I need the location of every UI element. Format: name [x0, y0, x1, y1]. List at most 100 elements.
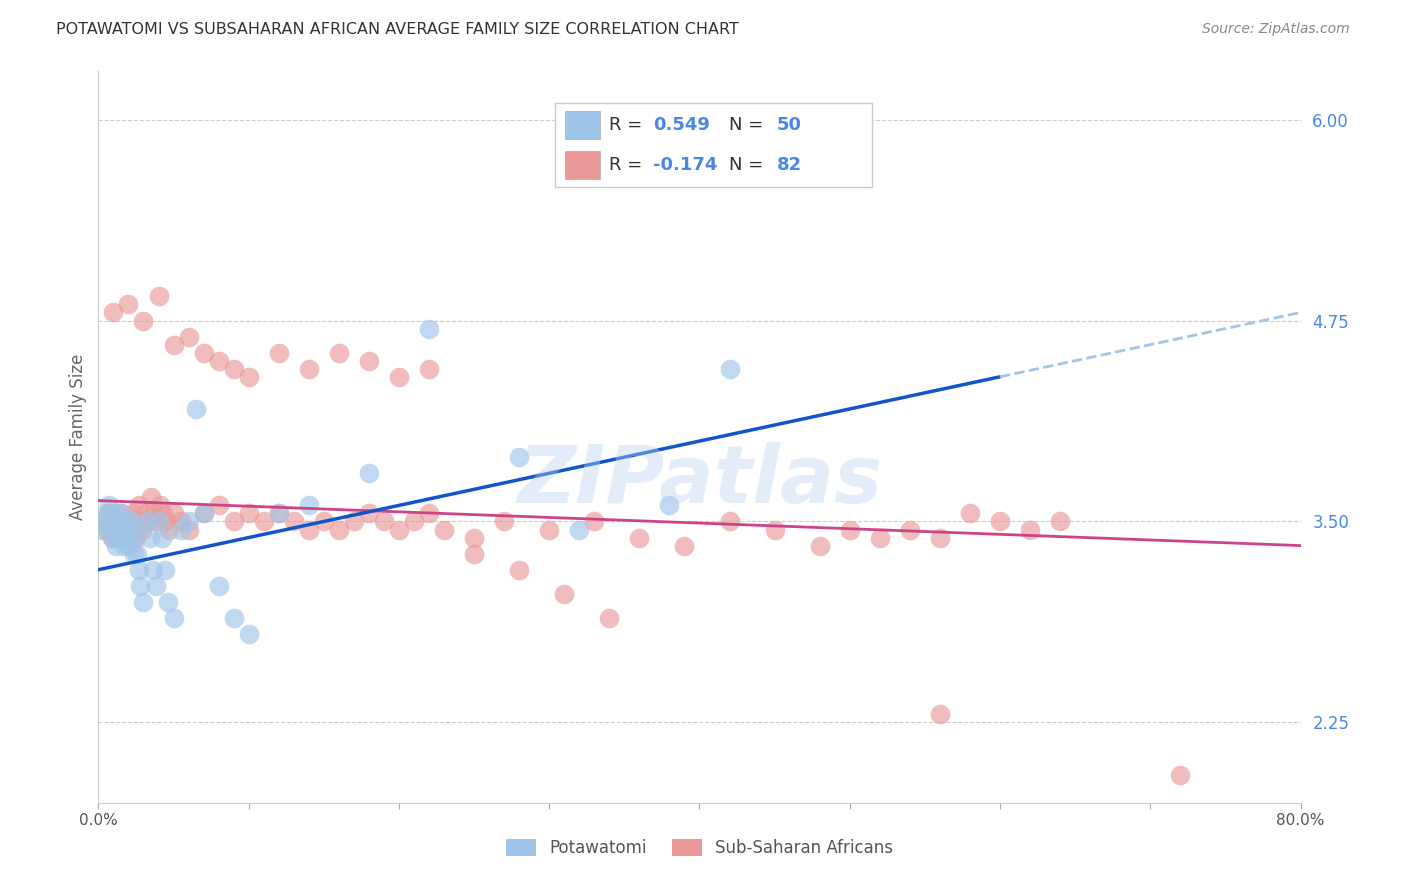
Point — [118, 523, 141, 537]
Point — [238, 627, 260, 641]
Point — [97, 507, 120, 521]
Point — [135, 515, 157, 529]
Point — [155, 515, 177, 529]
Point — [658, 499, 681, 513]
Point — [418, 321, 440, 335]
Point — [110, 507, 132, 521]
Text: Source: ZipAtlas.com: Source: ZipAtlas.com — [1202, 22, 1350, 37]
Point — [673, 539, 696, 553]
Point — [988, 515, 1011, 529]
Point — [90, 523, 112, 537]
Point — [357, 353, 380, 368]
Text: N =: N = — [730, 116, 769, 134]
Point — [1049, 515, 1071, 529]
Point — [129, 579, 152, 593]
Point — [508, 563, 530, 577]
Point — [177, 329, 200, 343]
FancyBboxPatch shape — [565, 112, 599, 139]
Point — [149, 499, 172, 513]
Point — [143, 507, 166, 521]
Point — [222, 361, 245, 376]
Point — [298, 361, 321, 376]
Point — [157, 523, 180, 537]
Point — [121, 515, 143, 529]
Point — [388, 523, 411, 537]
Point — [433, 523, 456, 537]
Point — [357, 467, 380, 481]
Point — [100, 515, 122, 529]
Point — [583, 515, 606, 529]
Point — [402, 515, 425, 529]
Point — [898, 523, 921, 537]
Point — [93, 515, 115, 529]
Point — [115, 515, 138, 529]
Point — [208, 353, 231, 368]
Point — [267, 345, 290, 359]
Text: R =: R = — [609, 156, 648, 174]
Point — [373, 515, 395, 529]
Point — [222, 611, 245, 625]
Point — [162, 337, 184, 351]
Point — [357, 507, 380, 521]
Point — [148, 289, 170, 303]
Point — [193, 345, 215, 359]
Point — [959, 507, 981, 521]
Point — [343, 515, 366, 529]
Point — [115, 515, 138, 529]
Point — [105, 539, 128, 553]
Point — [146, 515, 169, 529]
Point — [128, 499, 150, 513]
Point — [312, 515, 335, 529]
Point — [628, 531, 651, 545]
Point — [494, 515, 516, 529]
Point — [177, 523, 200, 537]
Point — [96, 507, 118, 521]
Point — [162, 507, 184, 521]
Point — [298, 499, 321, 513]
Point — [718, 361, 741, 376]
Point — [553, 587, 575, 601]
Point — [808, 539, 831, 553]
Point — [127, 547, 149, 561]
Point — [138, 531, 160, 545]
Point — [107, 531, 129, 545]
Point — [838, 523, 860, 537]
Point — [91, 515, 114, 529]
Point — [208, 499, 231, 513]
Point — [136, 515, 159, 529]
Point — [124, 547, 146, 561]
Text: POTAWATOMI VS SUBSAHARAN AFRICAN AVERAGE FAMILY SIZE CORRELATION CHART: POTAWATOMI VS SUBSAHARAN AFRICAN AVERAGE… — [56, 22, 740, 37]
Point — [222, 515, 245, 529]
Point — [238, 369, 260, 384]
Point — [139, 491, 162, 505]
Point — [463, 547, 485, 561]
Point — [112, 531, 135, 545]
Point — [156, 595, 179, 609]
Point — [328, 345, 350, 359]
Legend: Potawatomi, Sub-Saharan Africans: Potawatomi, Sub-Saharan Africans — [499, 832, 900, 864]
Point — [117, 297, 139, 311]
Point — [568, 523, 591, 537]
Point — [141, 563, 163, 577]
Point — [184, 401, 207, 416]
Point — [125, 523, 148, 537]
Point — [177, 515, 200, 529]
Point — [114, 531, 136, 545]
Point — [929, 707, 952, 722]
Point — [170, 523, 193, 537]
Text: 82: 82 — [778, 156, 801, 174]
Point — [110, 507, 132, 521]
Text: ZIPatlas: ZIPatlas — [517, 442, 882, 520]
Point — [107, 523, 129, 537]
Point — [125, 531, 148, 545]
Point — [94, 523, 117, 537]
Point — [117, 523, 139, 537]
Point — [152, 507, 174, 521]
Point — [132, 595, 155, 609]
Point — [1170, 768, 1192, 782]
Point — [1019, 523, 1042, 537]
Point — [170, 515, 193, 529]
Point — [598, 611, 620, 625]
Point — [112, 539, 135, 553]
Point — [267, 507, 290, 521]
